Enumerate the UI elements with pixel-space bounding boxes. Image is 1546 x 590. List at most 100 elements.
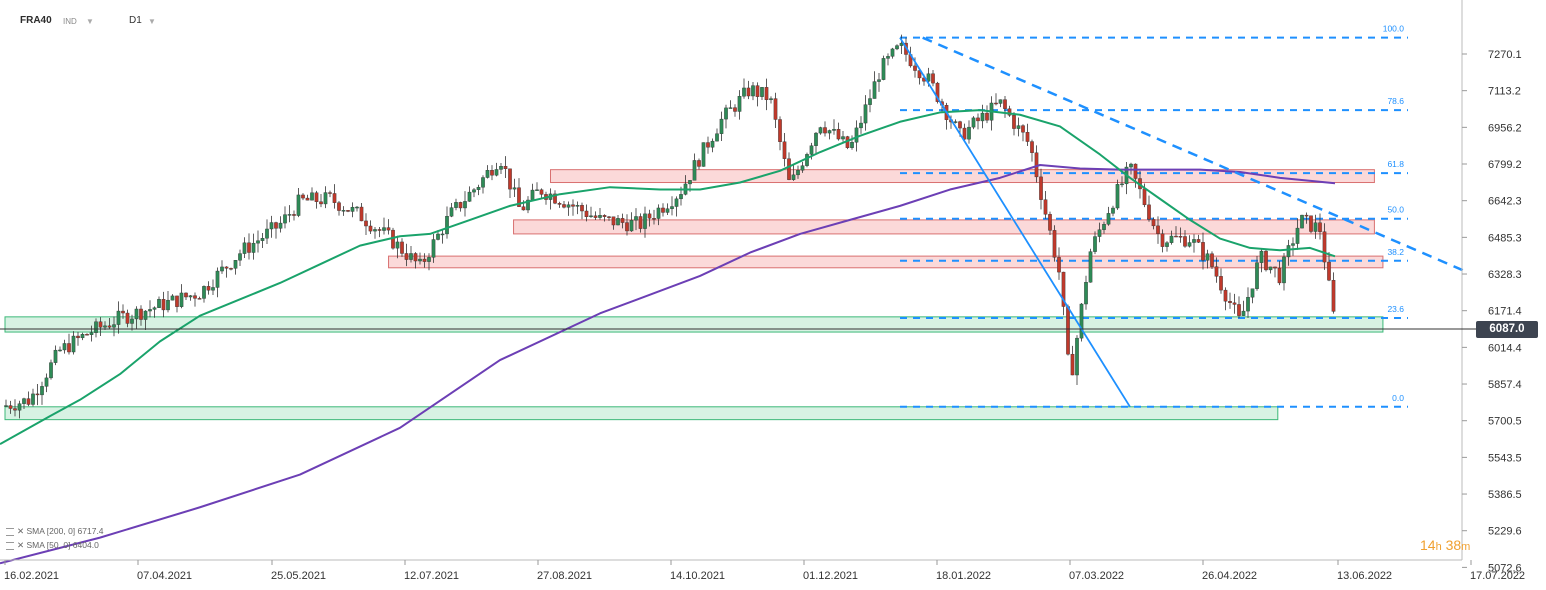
fibonacci-layer: 100.0 78.6 61.8 50.0 38.2 23.6 0.0 <box>900 24 1408 408</box>
legend-sma50[interactable]: ✕ SMA [50, 0] 6404.0 <box>6 540 99 551</box>
candle-body <box>1043 199 1048 215</box>
candle-body <box>314 192 319 202</box>
candle-body <box>890 48 895 57</box>
candle-body <box>170 295 175 301</box>
candle-body <box>958 121 962 129</box>
candle-body <box>1102 224 1106 230</box>
candle-body <box>1322 231 1327 263</box>
candle-body <box>602 215 607 217</box>
fib-level-label: 0.0 <box>1392 393 1404 403</box>
candle-body <box>134 308 139 320</box>
candle-body <box>868 98 872 105</box>
candle-body <box>620 218 625 223</box>
candle-body <box>454 202 458 208</box>
x-tick-label: 14.10.2021 <box>670 570 725 582</box>
candle-body <box>1241 310 1246 316</box>
candle-body <box>1007 108 1012 116</box>
candle-body <box>35 393 40 396</box>
symbol-label[interactable]: FRA40 <box>20 15 52 26</box>
chevron-down-icon[interactable]: ▼ <box>148 17 156 26</box>
candle-body <box>661 207 665 213</box>
candle-body <box>656 207 661 219</box>
candle-body <box>647 213 652 219</box>
candle-body <box>1268 266 1273 271</box>
candle-body <box>467 191 472 202</box>
candle-body <box>895 45 899 50</box>
candle-body <box>877 79 881 82</box>
candle-body <box>850 142 854 148</box>
candle-body <box>1075 337 1079 376</box>
candle-body <box>1133 163 1138 179</box>
chevron-down-icon[interactable]: ▼ <box>86 17 94 26</box>
x-tick-label: 01.12.2021 <box>803 570 858 582</box>
candle-body <box>44 377 49 387</box>
candle-body <box>1282 256 1286 284</box>
candle-body <box>593 215 598 218</box>
timeframe-selector[interactable]: D1 <box>129 15 142 26</box>
candle-body <box>418 258 422 262</box>
candle-body <box>251 242 256 253</box>
candle-body <box>490 170 494 176</box>
y-tick-label: 6485.3 <box>1488 232 1522 244</box>
trendline-layer <box>899 36 1466 408</box>
close-icon[interactable]: ✕ <box>17 540 25 550</box>
legend-sma200[interactable]: ✕ SMA [200, 0] 6717.4 <box>6 526 104 537</box>
candle-body <box>377 229 382 231</box>
candle-body <box>458 202 463 209</box>
candle-body <box>773 98 778 120</box>
candle-body <box>832 129 836 131</box>
candle-body <box>589 215 593 218</box>
candle-body <box>913 65 917 71</box>
candle-body <box>553 193 557 204</box>
candle-body <box>368 225 373 232</box>
candle-body <box>1183 236 1187 247</box>
candle-body <box>1309 215 1313 232</box>
candle-body <box>8 405 13 409</box>
candle-body <box>607 216 611 218</box>
candle-body <box>328 192 332 194</box>
candle-body <box>413 253 418 262</box>
candle-body <box>1052 230 1057 258</box>
candle-body <box>800 165 805 171</box>
candle-body <box>1210 253 1214 267</box>
candle-body <box>17 403 22 411</box>
candle-body <box>1201 242 1205 261</box>
candle-body <box>94 321 98 333</box>
candle-body <box>796 170 800 176</box>
candle-body <box>364 220 368 227</box>
indicator-icon <box>6 541 14 550</box>
candle-body <box>503 166 508 170</box>
candle-body <box>224 266 229 269</box>
candle-body <box>269 222 274 230</box>
candle-body <box>1214 266 1219 277</box>
candle-body <box>1115 184 1120 209</box>
candle-body <box>1273 266 1277 269</box>
candle-body <box>1174 235 1178 238</box>
candle-body <box>179 292 184 307</box>
candle-body <box>1093 236 1097 252</box>
candle-body <box>670 206 674 209</box>
candle-body <box>89 332 94 335</box>
candle-body <box>4 405 8 407</box>
resistance-zone <box>388 255 1384 269</box>
y-tick-label: 6014.4 <box>1488 342 1522 354</box>
candle-body <box>211 287 215 291</box>
candle-body <box>1223 289 1228 302</box>
candle-body <box>584 210 589 218</box>
close-icon[interactable]: ✕ <box>17 526 25 536</box>
candle-body <box>571 204 575 207</box>
candle-body <box>598 215 602 218</box>
x-tick-label: 13.06.2022 <box>1337 570 1392 582</box>
candle-body <box>116 310 121 325</box>
candle-body <box>1129 163 1133 168</box>
candle-body <box>886 56 890 59</box>
candle-body <box>332 193 337 203</box>
candle-body <box>58 349 62 352</box>
candle-body <box>112 324 116 328</box>
candle-body <box>1084 282 1088 305</box>
candle-body <box>107 325 112 328</box>
candle-body <box>359 206 364 222</box>
fib-level-label: 50.0 <box>1387 205 1404 215</box>
candle-body <box>1313 222 1318 232</box>
